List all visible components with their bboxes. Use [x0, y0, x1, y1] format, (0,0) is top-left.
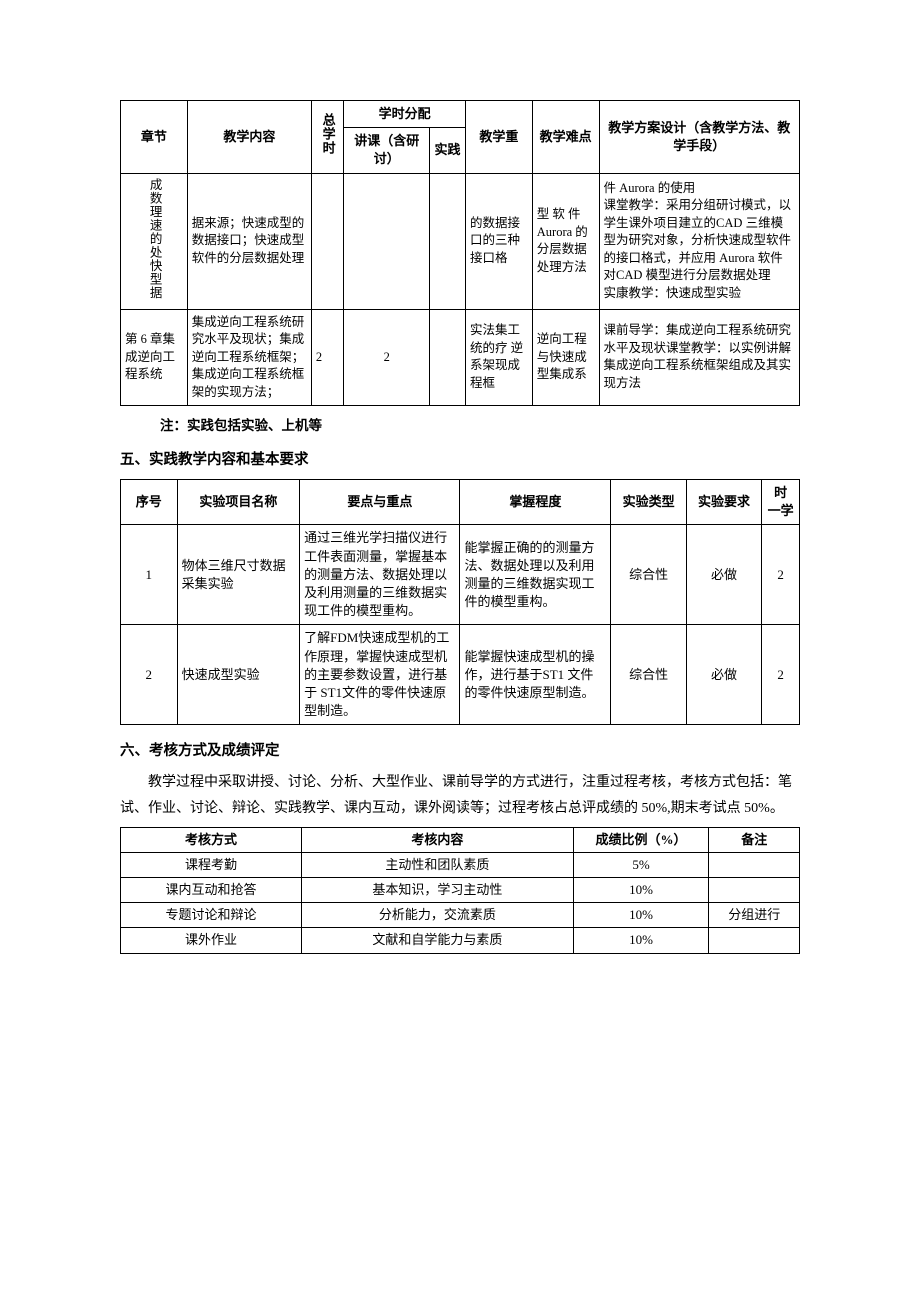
cell-type: 综合性 [611, 625, 686, 725]
cell-req: 必做 [686, 625, 761, 725]
th-hours: 时 一学 [762, 480, 800, 525]
cell-practice [430, 173, 466, 309]
assessment-table: 考核方式 考核内容 成绩比例（%） 备注 课程考勤 主动性和团队素质 5% 课内… [120, 827, 800, 954]
th-practice: 实践 [430, 128, 466, 173]
cell-remark [709, 878, 800, 903]
th-lecture: 讲课（含研讨） [344, 128, 430, 173]
cell-no: 2 [121, 625, 178, 725]
th-no: 序号 [121, 480, 178, 525]
cell-method: 课外作业 [121, 928, 302, 953]
table-row: 成数理速的处快型据 据来源；快速成型的数据接口；快速成型软件的分层数据处理 的数… [121, 173, 800, 309]
th-focus: 教学重 [465, 101, 532, 174]
cell-remark [709, 852, 800, 877]
th-content: 考核内容 [302, 827, 574, 852]
cell-remark [709, 928, 800, 953]
cell-ratio: 10% [573, 878, 709, 903]
th-total-hours: 总学时 [311, 101, 343, 174]
th-remark: 备注 [709, 827, 800, 852]
cell-ratio: 10% [573, 903, 709, 928]
th-name: 实验项目名称 [177, 480, 300, 525]
cell-difficulty: 型 软 件Aurora 的分层数据处理方法 [532, 173, 599, 309]
cell-name: 快速成型实验 [177, 625, 300, 725]
cell-level: 能掌握快速成型机的操作，进行基于ST1 文件的零件快速原型制造。 [460, 625, 611, 725]
cell-design: 件 Aurora 的使用 课堂教学：采用分组研讨模式，以学生课外项目建立的CAD… [599, 173, 799, 309]
cell-practice [430, 309, 466, 406]
table1-note: 注：实践包括实验、上机等 [160, 414, 800, 434]
th-type: 实验类型 [611, 480, 686, 525]
cell-level: 能掌握正确的的测量方法、数据处理以及利用测量的三维数据实现工件的模型重构。 [460, 525, 611, 625]
cell-content: 分析能力，交流素质 [302, 903, 574, 928]
cell-focus: 的数据接口的三种接口格 [465, 173, 532, 309]
table-row: 1 物体三维尺寸数据采集实验 通过三维光学扫描仪进行工件表面测量，掌握基本的测量… [121, 525, 800, 625]
th-hours-alloc: 学时分配 [344, 101, 466, 128]
cell-hours: 2 [762, 625, 800, 725]
cell-content: 据来源；快速成型的数据接口；快速成型软件的分层数据处理 [187, 173, 311, 309]
cell-content: 主动性和团队素质 [302, 852, 574, 877]
cell-method: 课内互动和抢答 [121, 878, 302, 903]
th-difficulty: 教学难点 [532, 101, 599, 174]
th-points: 要点与重点 [300, 480, 460, 525]
cell-req: 必做 [686, 525, 761, 625]
cell-content: 集成逆向工程系统研究水平及现状；集成逆向工程系统框架；集成逆向工程系统框架的实现… [187, 309, 311, 406]
table-row: 第 6 章集成逆向工程系统 集成逆向工程系统研究水平及现状；集成逆向工程系统框架… [121, 309, 800, 406]
cell-content: 基本知识，学习主动性 [302, 878, 574, 903]
section5-heading: 五、实践教学内容和基本要求 [120, 448, 800, 469]
th-req: 实验要求 [686, 480, 761, 525]
cell-lecture: 2 [344, 309, 430, 406]
table-row: 课内互动和抢答 基本知识，学习主动性 10% [121, 878, 800, 903]
th-ratio: 成绩比例（%） [573, 827, 709, 852]
cell-name: 物体三维尺寸数据采集实验 [177, 525, 300, 625]
cell-content: 文献和自学能力与素质 [302, 928, 574, 953]
cell-focus: 实法集工统的疗 逆系架现成程框 [465, 309, 532, 406]
cell-chapter: 第 6 章集成逆向工程系统 [121, 309, 188, 406]
experiment-table: 序号 实验项目名称 要点与重点 掌握程度 实验类型 实验要求 时 一学 1 物体… [120, 479, 800, 725]
teaching-plan-table: 章节 教学内容 总学时 学时分配 教学重 教学难点 教学方案设计（含教学方法、教… [120, 100, 800, 406]
cell-type: 综合性 [611, 525, 686, 625]
cell-difficulty: 逆向工程与快速成型集成系 [532, 309, 599, 406]
cell-lecture [344, 173, 430, 309]
cell-ratio: 5% [573, 852, 709, 877]
th-method: 考核方式 [121, 827, 302, 852]
cell-no: 1 [121, 525, 178, 625]
table-row: 课外作业 文献和自学能力与素质 10% [121, 928, 800, 953]
cell-ratio: 10% [573, 928, 709, 953]
cell-design: 课前导学：集成逆向工程系统研究水平及现状课堂教学：以实例讲解集成逆向工程系统框架… [599, 309, 799, 406]
section6-para: 教学过程中采取讲授、讨论、分析、大型作业、课前导学的方式进行，注重过程考核，考核… [120, 770, 800, 820]
table-row: 2 快速成型实验 了解FDM快速成型机的工作原理，掌握快速成型机的主要参数设置，… [121, 625, 800, 725]
table-row: 课程考勤 主动性和团队素质 5% [121, 852, 800, 877]
table-row: 专题讨论和辩论 分析能力，交流素质 10% 分组进行 [121, 903, 800, 928]
cell-points: 了解FDM快速成型机的工作原理，掌握快速成型机的主要参数设置，进行基于 ST1文… [300, 625, 460, 725]
th-level: 掌握程度 [460, 480, 611, 525]
cell-chapter: 成数理速的处快型据 [121, 173, 188, 309]
cell-method: 课程考勤 [121, 852, 302, 877]
cell-remark: 分组进行 [709, 903, 800, 928]
cell-points: 通过三维光学扫描仪进行工件表面测量，掌握基本的测量方法、数据处理以及利用测量的三… [300, 525, 460, 625]
cell-hours: 2 [762, 525, 800, 625]
cell-total-hours [311, 173, 343, 309]
th-content: 教学内容 [187, 101, 311, 174]
section6-heading: 六、考核方式及成绩评定 [120, 739, 800, 760]
cell-method: 专题讨论和辩论 [121, 903, 302, 928]
cell-total-hours: 2 [311, 309, 343, 406]
th-design: 教学方案设计（含教学方法、教学手段） [599, 101, 799, 174]
th-chapter: 章节 [121, 101, 188, 174]
